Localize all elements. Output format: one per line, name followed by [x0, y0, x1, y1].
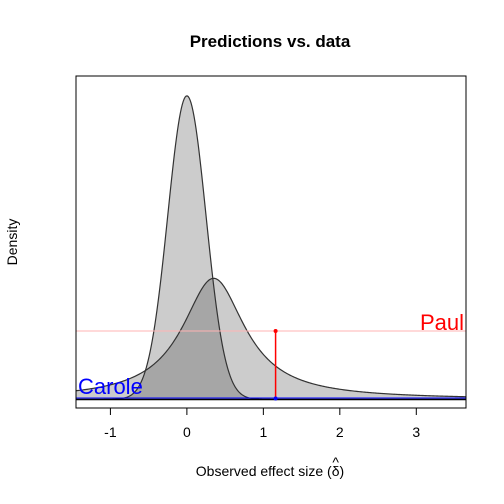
x-axis-label-text: Observed effect size (: [196, 463, 332, 479]
carole-density-point: [273, 396, 278, 401]
carole-density-curve: [76, 95, 466, 401]
x-tick-label: -1: [104, 424, 117, 440]
paul-density-point: [273, 328, 278, 333]
x-axis-label-close: ): [340, 463, 345, 479]
chart-title: Predictions vs. data: [190, 32, 351, 51]
x-axis: -1 0 1 2 3: [104, 407, 420, 440]
x-axis-label-hat: ^: [332, 454, 339, 470]
plot-frame: [75, 75, 467, 409]
x-tick-label: 0: [183, 424, 191, 440]
x-tick-label: 3: [412, 424, 420, 440]
paul-density-curve: [75, 277, 467, 398]
y-axis-label: Density: [4, 219, 20, 266]
carole-annotation: Carole: [78, 374, 143, 399]
carole-density-area: [76, 95, 466, 400]
x-tick-label: 2: [336, 424, 344, 440]
paul-annotation: Paul: [420, 310, 464, 335]
x-tick-label: 1: [259, 424, 267, 440]
overlap-area: [76, 278, 466, 400]
x-axis-label: Observed effect size (δ): [196, 463, 344, 479]
x-axis-label-symbol: δ: [332, 463, 340, 479]
plot-area: [75, 95, 467, 401]
